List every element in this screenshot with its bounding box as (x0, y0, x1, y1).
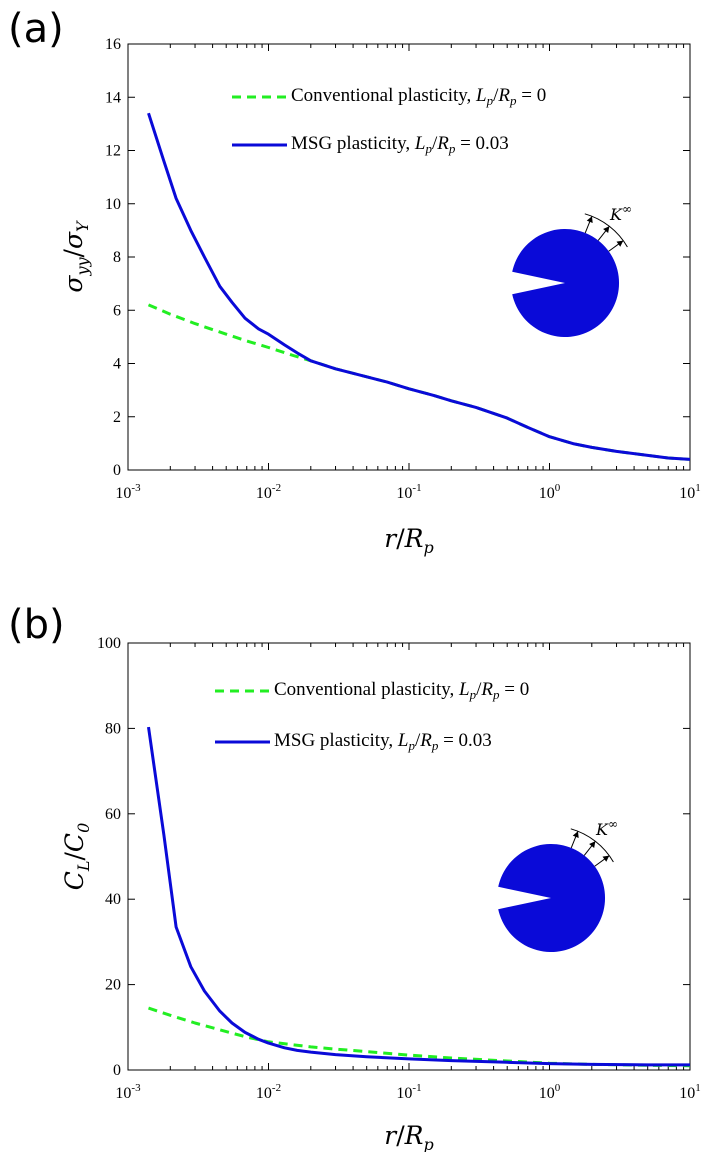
x-axis-label: r/Rp​ (384, 524, 433, 557)
cracked-disc-icon (498, 844, 606, 952)
tick-label: 100 (539, 482, 561, 502)
k-infinity-label: K∞ (595, 817, 618, 839)
y-axis-label: CL​/C0​ (60, 823, 93, 891)
arrowhead-icon (616, 240, 624, 247)
arrowhead-icon (586, 216, 593, 224)
k-infinity-label: K∞ (609, 202, 632, 224)
series-line-conventional (148, 1006, 691, 1068)
tick-label: 10-3 (115, 1082, 141, 1102)
load-arc (584, 213, 628, 248)
tick-label: 10-1 (396, 1082, 421, 1102)
tick-label: 10-3 (115, 482, 141, 502)
y-tick-label: 0 (113, 1062, 121, 1079)
arrowhead-icon (602, 855, 610, 862)
y-tick-label: 20 (105, 977, 121, 994)
series-line-msg (147, 726, 690, 1067)
tick-label: 101 (679, 482, 701, 502)
panel-label: (b) (8, 602, 65, 648)
y-tick-label: 60 (105, 806, 121, 823)
y-tick-label: 4 (113, 356, 121, 373)
y-tick-label: 2 (113, 409, 121, 426)
y-tick-label: 8 (113, 249, 121, 266)
tick-label: 100 (539, 1082, 561, 1102)
x-axis-label: r/Rp​ (384, 1121, 433, 1152)
series-line-msg (147, 112, 691, 461)
y-tick-label: 100 (97, 635, 121, 652)
y-tick-label: 10 (105, 196, 121, 213)
tick-label: 10-1 (396, 482, 421, 502)
load-arc (570, 828, 614, 863)
legend-label: MSG plasticity, Lp​/Rp​ = 0.03 (274, 730, 492, 753)
y-tick-label: 12 (105, 143, 121, 160)
chart-panel-b: (b) 10-3 10-2 10-1 100 101 0 20 40 60 80 100 r/Rp​ CL… (8, 602, 701, 1152)
arrowhead-icon (589, 841, 596, 848)
y-tick-label: 14 (105, 89, 121, 106)
y-tick-label: 40 (105, 891, 121, 908)
legend-label: Conventional plasticity, Lp​/Rp​ = 0 (274, 679, 529, 702)
tick-label: 10-2 (256, 1082, 281, 1102)
arrowhead-icon (572, 831, 579, 839)
tick-label: 101 (679, 1082, 701, 1102)
panel-label: (a) (8, 6, 64, 52)
y-tick-label: 16 (105, 36, 121, 53)
y-tick-label: 80 (105, 720, 121, 737)
legend-label: MSG plasticity, Lp​/Rp​ = 0.03 (291, 133, 509, 156)
chart-panel-a: (a) 10-3 10-2 10-1 100 101 0 2 4 6 8 10 12 14 16 r/Rp​ σ… (8, 6, 701, 557)
series-line-conventional (147, 303, 691, 461)
arrowhead-icon (603, 226, 610, 233)
y-tick-label: 0 (113, 462, 121, 479)
tick-label: 10-2 (256, 482, 281, 502)
y-tick-label: 6 (113, 302, 121, 319)
cracked-disc-icon (512, 229, 620, 337)
y-axis-label: σyy​/σY​ (59, 220, 92, 293)
legend-label: Conventional plasticity, Lp​/Rp​ = 0 (291, 85, 546, 108)
